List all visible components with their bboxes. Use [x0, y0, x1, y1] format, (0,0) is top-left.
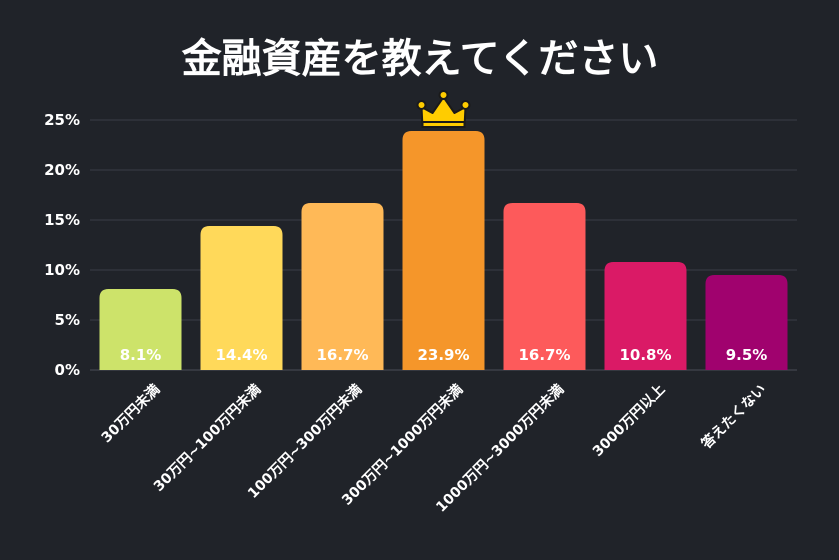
data-label: 16.7%: [316, 346, 368, 364]
bars: [99, 131, 788, 370]
crown-band: [421, 121, 466, 128]
y-tick-label: 5%: [55, 311, 80, 329]
x-axis: 30万円未満30万円~100万円未満100万円~300万円未満300万円~100…: [98, 381, 769, 516]
crown-jewel: [460, 100, 471, 110]
y-tick-label: 15%: [44, 211, 80, 229]
data-label: 16.7%: [518, 346, 570, 364]
x-tick-label: 答えたくない: [698, 381, 769, 452]
x-tick-label: 3000万円以上: [590, 382, 668, 460]
data-label: 8.1%: [120, 346, 162, 364]
y-tick-label: 20%: [44, 161, 80, 179]
data-label: 10.8%: [619, 346, 671, 364]
y-tick-label: 10%: [44, 261, 80, 279]
y-tick-label: 25%: [44, 111, 80, 129]
x-tick-label: 30万円未満: [98, 381, 163, 446]
bar: [200, 226, 283, 370]
bar: [402, 131, 485, 370]
crown-jewel: [438, 90, 449, 100]
data-labels: 8.1% 14.4% 16.7% 23.9% 16.7% 10.8% 9.5%: [120, 346, 768, 364]
crown-jewel: [416, 100, 427, 110]
data-label: 14.4%: [215, 346, 267, 364]
y-axis: 0% 5% 10% 15% 20% 25%: [44, 111, 80, 379]
y-tick-label: 0%: [55, 361, 80, 379]
x-tick-label: 100万円~300万円未満: [244, 381, 365, 502]
bar: [503, 203, 586, 370]
chart-title: 金融資産を教えてください: [181, 36, 659, 82]
crown-icon: [416, 90, 471, 128]
data-label: 9.5%: [726, 346, 768, 364]
data-label: 23.9%: [417, 346, 469, 364]
bar: [99, 289, 182, 370]
bar: [604, 262, 687, 370]
bar: [705, 275, 788, 370]
x-tick-label: 30万円~100万円未満: [150, 381, 264, 495]
bar: [301, 203, 384, 370]
